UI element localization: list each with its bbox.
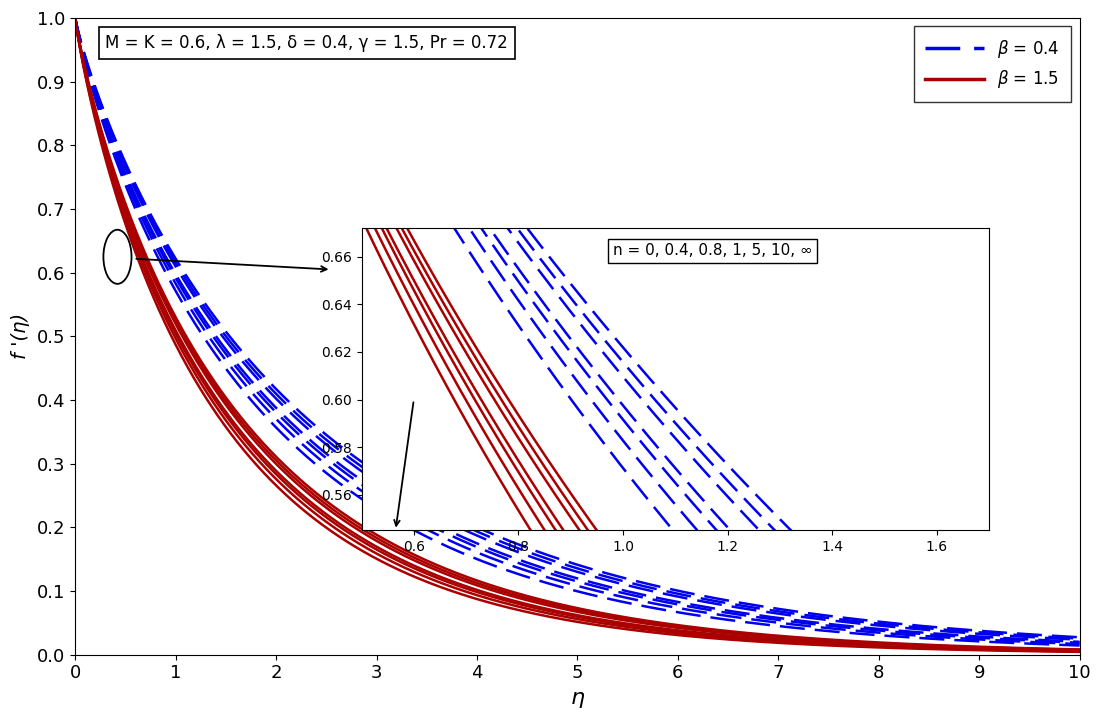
Legend: $\beta$ = 0.4, $\beta$ = 1.5: $\beta$ = 0.4, $\beta$ = 1.5 (914, 27, 1071, 102)
Text: M = K = 0.6, λ = 1.5, δ = 0.4, γ = 1.5, Pr = 0.72: M = K = 0.6, λ = 1.5, δ = 0.4, γ = 1.5, … (106, 34, 508, 52)
Y-axis label: f '(η): f '(η) (11, 313, 30, 360)
X-axis label: η: η (571, 688, 584, 708)
